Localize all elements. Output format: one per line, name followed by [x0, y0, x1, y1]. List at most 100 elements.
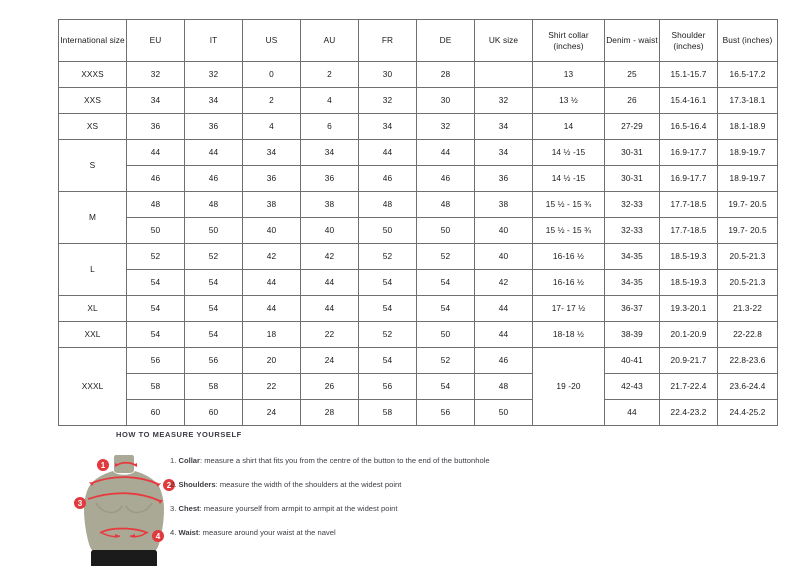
shoulder-measure-line	[91, 476, 159, 485]
cell-eu: 60	[126, 399, 185, 426]
neck-shape	[114, 455, 134, 473]
cell-de: 28	[416, 61, 475, 88]
waist-measure-line-right	[129, 532, 147, 538]
cell-us: 0	[242, 61, 301, 88]
column-header-de: DE	[416, 19, 475, 62]
cell-bust: 24.4-25.2	[717, 399, 778, 426]
shoulder-arrow-right	[156, 483, 161, 487]
cell-eu: 44	[126, 139, 185, 166]
cell-fr: 54	[358, 347, 417, 374]
chest-measure-line	[87, 492, 161, 502]
cell-au: 2	[300, 61, 359, 88]
cell-fr: 58	[358, 399, 417, 426]
cell-us: 44	[242, 295, 301, 322]
cell-it: 58	[184, 373, 243, 400]
column-header-au: AU	[300, 19, 359, 62]
cell-collar: 13	[532, 61, 605, 88]
cell-eu: 34	[126, 87, 185, 114]
marker-2: 2	[163, 479, 175, 491]
cell-collar: 14	[532, 113, 605, 140]
table-row: XXL 54 54 18 22 52 50 44 18-18 ½ 38-39 2…	[58, 321, 778, 348]
table-row: 58 58 22 26 56 54 48 42-43 21.7-22.4 23.…	[59, 373, 778, 400]
cell-collar: 16-16 ½	[532, 243, 605, 270]
step-number: 1.	[170, 456, 177, 465]
cell-uk: 40	[474, 217, 533, 244]
cell-uk: 50	[474, 399, 533, 426]
marker-3-label: 3	[78, 499, 83, 508]
marker-2-label: 2	[167, 481, 172, 490]
cell-bust: 22-22.8	[717, 321, 778, 348]
cell-collar: 15 ½ - 15 ¾	[532, 217, 605, 244]
table-header: International size EU IT US AU FR DE UK …	[58, 19, 778, 62]
table-header-row: International size EU IT US AU FR DE UK …	[58, 19, 778, 62]
cell-de: 32	[416, 113, 475, 140]
cell-denim: 30-31	[604, 139, 660, 166]
cell-de: 56	[416, 399, 475, 426]
cell-international-size: XXXS	[58, 61, 127, 88]
cell-denim: 38-39	[604, 321, 660, 348]
marker-4-label: 4	[156, 532, 161, 541]
cell-eu: 32	[126, 61, 185, 88]
cell-international-size: XXXL	[58, 347, 127, 426]
step-text: : measure a shirt that fits you from the…	[200, 456, 490, 465]
cell-us: 40	[242, 217, 301, 244]
cell-eu: 36	[126, 113, 185, 140]
cell-au: 40	[300, 217, 359, 244]
cell-fr: 34	[358, 113, 417, 140]
cell-au: 44	[300, 295, 359, 322]
chest-arrow-right	[158, 500, 163, 504]
size-chart-container: International size EU IT US AU FR DE UK …	[58, 19, 778, 426]
step-number: 2.	[170, 480, 177, 490]
cell-uk: 40	[474, 243, 533, 270]
cell-fr: 50	[358, 217, 417, 244]
measurement-step-waist: 4. Waist: measure around your waist at t…	[170, 529, 750, 537]
collar-arrow-right	[133, 463, 137, 467]
shoulder-arrow-left	[89, 482, 94, 486]
torso-shape	[84, 471, 164, 552]
torso-illustration: 1 2 3 4	[72, 451, 184, 566]
cell-international-size: XXS	[58, 87, 127, 114]
cell-bust: 18.1-18.9	[717, 113, 778, 140]
step-label: Chest	[178, 504, 200, 514]
cell-us: 2	[242, 87, 301, 114]
table-row: S 44 44 34 34 44 44 34 14 ½ -15 30-31 16…	[58, 139, 778, 192]
chest-contour-right	[125, 502, 153, 514]
cell-de: 30	[416, 87, 475, 114]
column-header-shirt-collar: Shirt collar (inches)	[532, 19, 605, 62]
table-row: 50 50 40 40 50 50 40 15 ½ - 15 ¾ 32-33 1…	[59, 217, 778, 244]
column-header-it: IT	[184, 19, 243, 62]
column-header-eu: EU	[126, 19, 185, 62]
cell-shoulder: 15.4-16.1	[659, 87, 718, 114]
cell-denim: 40-41	[604, 347, 660, 374]
table-row: XL 54 54 44 44 54 54 44 17- 17 ½ 36-37 1…	[58, 295, 778, 322]
cell-it: 44	[184, 139, 243, 166]
cell-uk: 44	[474, 295, 533, 322]
cell-international-size: L	[58, 243, 127, 296]
marker-1-label: 1	[101, 461, 106, 470]
step-label: Shoulders	[178, 480, 216, 490]
cell-collar: 16-16 ½	[532, 269, 605, 296]
cell-au: 6	[300, 113, 359, 140]
marker-4: 4	[152, 530, 164, 542]
cell-bust: 23.6-24.4	[717, 373, 778, 400]
cell-it: 54	[184, 269, 243, 296]
cell-us: 18	[242, 321, 301, 348]
cell-collar: 18-18 ½	[532, 321, 605, 348]
column-header-uk-size: UK size	[474, 19, 533, 62]
cell-it: 54	[184, 321, 243, 348]
cell-au: 38	[300, 191, 359, 218]
cell-shoulder: 20.9-21.7	[659, 347, 718, 374]
cell-us: 38	[242, 191, 301, 218]
cell-fr: 46	[358, 165, 417, 192]
shorts-shape	[91, 550, 157, 566]
torso-diagram-svg: 1 2 3 4	[74, 455, 175, 566]
cell-us: 34	[242, 139, 301, 166]
cell-bust: 20.5-21.3	[717, 269, 778, 296]
step-label: Collar	[178, 456, 200, 465]
cell-au: 36	[300, 165, 359, 192]
cell-denim: 32-33	[604, 191, 660, 218]
cell-denim: 42-43	[604, 373, 660, 400]
table-row: 46 46 36 36 46 46 36 14 ½ -15 30-31 16.9…	[59, 165, 778, 192]
cell-au: 26	[300, 373, 359, 400]
cell-international-size: XL	[58, 295, 127, 322]
